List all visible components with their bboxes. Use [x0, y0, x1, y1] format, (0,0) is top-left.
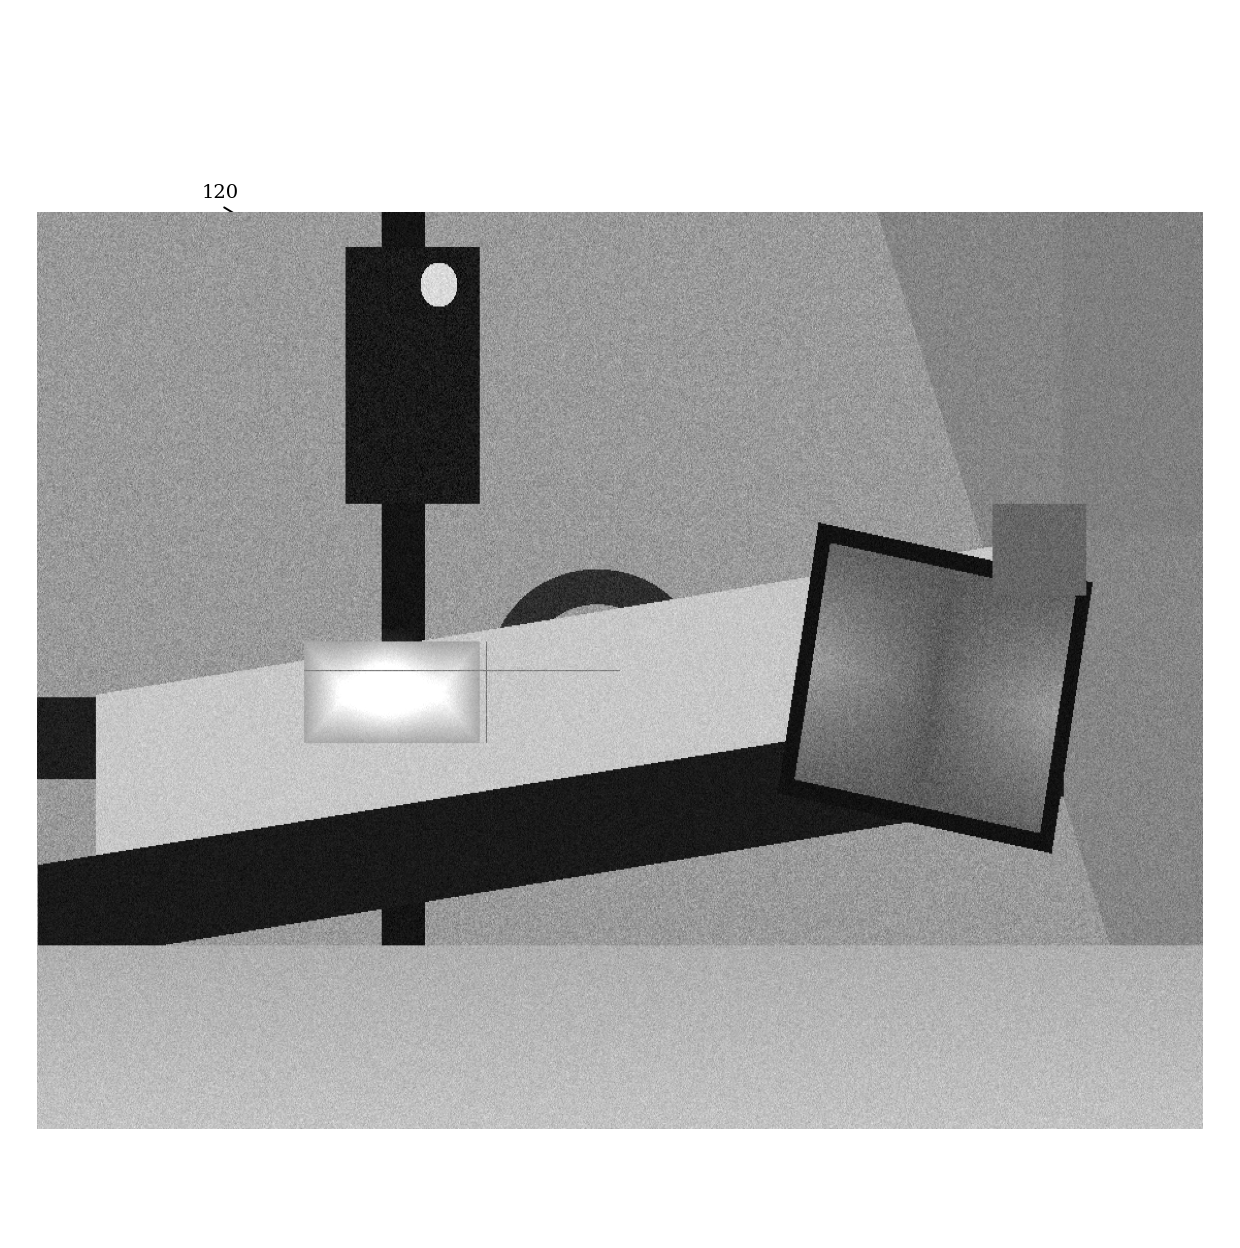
Text: 136: 136 — [1039, 593, 1076, 610]
Text: 128: 128 — [554, 271, 591, 288]
Text: 126: 126 — [496, 931, 533, 948]
Text: FIG. 3: FIG. 3 — [593, 1050, 678, 1076]
Text: 102: 102 — [259, 565, 296, 584]
Text: 122A: 122A — [211, 448, 262, 467]
Text: 122B: 122B — [529, 342, 582, 361]
Text: 124: 124 — [698, 931, 735, 948]
Text: 120: 120 — [201, 183, 238, 202]
Text: 138: 138 — [914, 674, 951, 693]
Text: 100: 100 — [221, 895, 258, 914]
